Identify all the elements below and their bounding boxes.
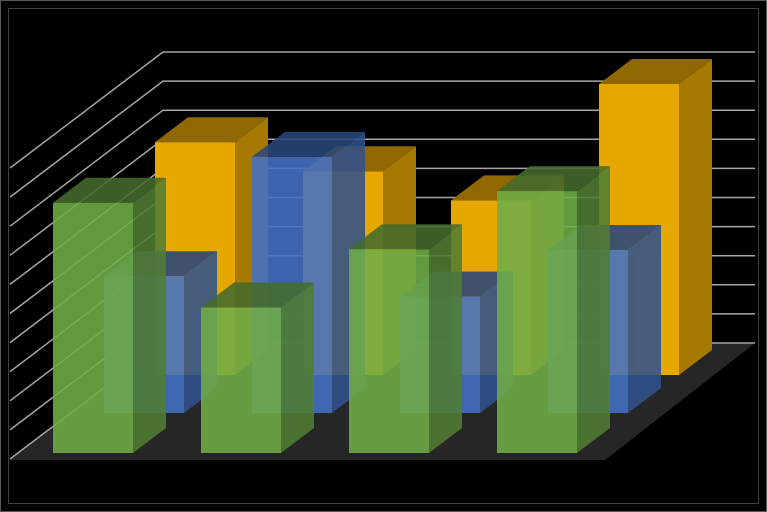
bar-top xyxy=(599,59,712,84)
gridline xyxy=(9,80,755,198)
bar-side xyxy=(281,282,314,453)
bar-side xyxy=(679,59,712,375)
bar-series3-cat2 xyxy=(201,282,314,453)
chart-area-border xyxy=(8,8,759,504)
bar-top xyxy=(155,117,268,143)
bar-side xyxy=(577,166,610,453)
bar-series3-cat4 xyxy=(497,166,610,453)
bar-front xyxy=(349,249,429,453)
bar-series3-cat1 xyxy=(53,177,166,454)
bar-series3-cat3 xyxy=(349,224,462,453)
bar-front xyxy=(53,202,133,453)
bar-top xyxy=(252,131,365,157)
bar-side xyxy=(133,177,166,454)
gridline xyxy=(9,51,755,169)
bar-front xyxy=(497,191,577,453)
bar-side xyxy=(628,225,661,413)
bar-top xyxy=(349,224,462,250)
bar-side xyxy=(429,224,462,453)
gridline xyxy=(9,109,755,227)
bar-front xyxy=(201,307,281,453)
bar-top xyxy=(201,282,314,308)
bar-top xyxy=(53,177,166,203)
bar-top xyxy=(497,166,610,192)
